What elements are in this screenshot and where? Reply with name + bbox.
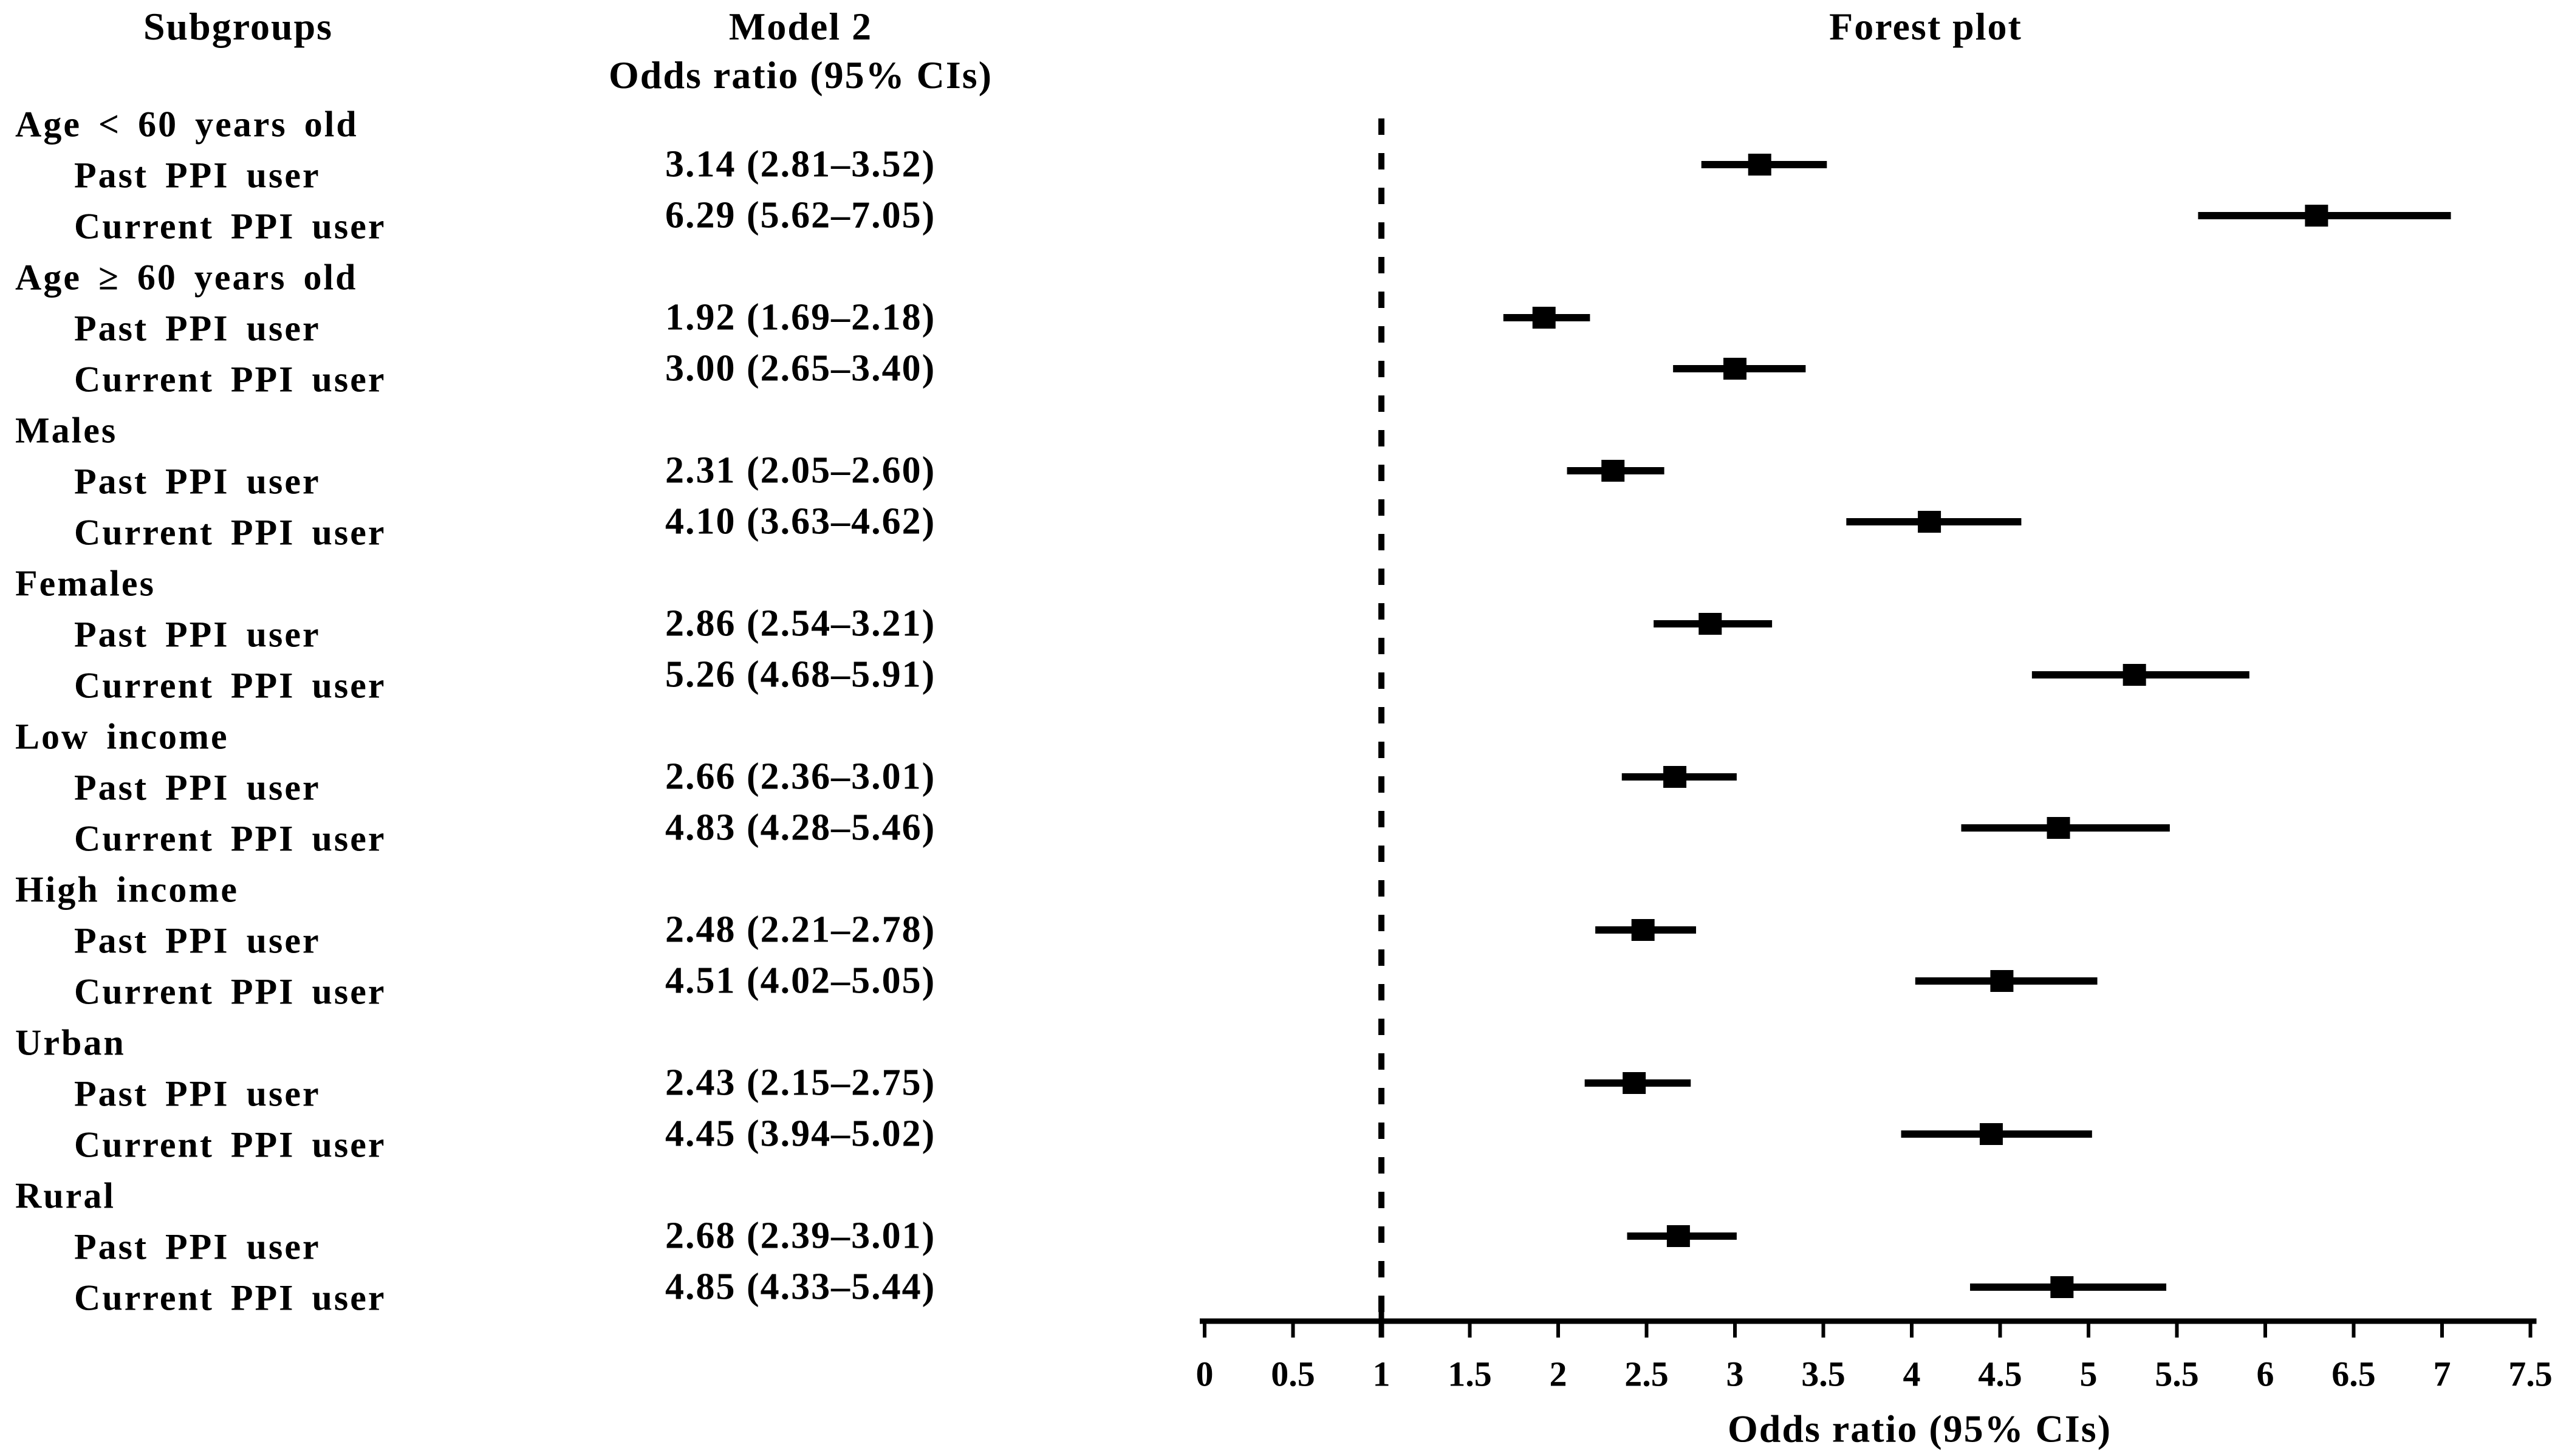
- subgroup-item-label: Past PPI user: [74, 1226, 321, 1267]
- subgroup-header-row: Low income: [15, 716, 229, 757]
- odds-ratio-value: 2.86 (2.54–3.21): [665, 603, 936, 644]
- subgroup-item-label: Past PPI user: [74, 920, 321, 961]
- odds-ratio-value: 1.92 (1.69–2.18): [665, 296, 936, 338]
- subgroup-header-row: Age < 60 years old: [15, 104, 358, 145]
- subgroup-header-row: High income: [15, 869, 239, 910]
- subgroup-header-row: Males: [15, 410, 118, 451]
- or-marker: [2305, 205, 2328, 227]
- subgroup-header-row: Age ≥ 60 years old: [15, 257, 358, 298]
- subgroup-header-row: Females: [15, 563, 156, 604]
- subgroup-item-label: Past PPI user: [74, 1073, 321, 1114]
- x-axis-tick-label: 2.5: [1624, 1355, 1669, 1394]
- subgroup-item-label: Current PPI user: [74, 1124, 386, 1165]
- or-marker: [1601, 460, 1625, 482]
- or-marker: [2050, 1276, 2074, 1298]
- odds-ratio-value: 4.51 (4.02–5.05): [665, 960, 936, 1002]
- x-axis-tick-label: 7: [2434, 1355, 2451, 1394]
- or-marker: [1631, 919, 1655, 941]
- x-axis-tick-label: 4: [1903, 1355, 1921, 1394]
- odds-ratio-value: 2.43 (2.15–2.75): [665, 1062, 936, 1104]
- odds-ratio-value: 2.68 (2.39–3.01): [665, 1215, 936, 1257]
- x-axis-tick-label: 2: [1550, 1355, 1567, 1394]
- subgroup-item-label: Past PPI user: [74, 767, 321, 808]
- or-marker: [1990, 970, 2014, 992]
- odds-ratio-value: 5.26 (4.68–5.91): [665, 654, 936, 696]
- subgroup-item-label: Past PPI user: [74, 155, 321, 196]
- subgroup-item-label: Current PPI user: [74, 1277, 386, 1318]
- subgroup-item-label: Past PPI user: [74, 308, 321, 349]
- x-axis-tick-label: 6.5: [2331, 1355, 2376, 1394]
- or-marker: [1723, 358, 1746, 380]
- odds-ratio-value: 4.10 (3.63–4.62): [665, 501, 936, 542]
- x-axis-tick-label: 0: [1196, 1355, 1214, 1394]
- subgroups-column-header: Subgroups: [143, 5, 334, 48]
- x-axis-tick-label: 0.5: [1271, 1355, 1315, 1394]
- odds-ratio-value: 2.66 (2.36–3.01): [665, 756, 936, 798]
- or-marker: [1698, 613, 1722, 635]
- x-axis-tick-label: 1.5: [1448, 1355, 1492, 1394]
- or-marker: [1979, 1123, 2003, 1145]
- subgroup-header-row: Urban: [15, 1022, 126, 1063]
- odds-ratio-value: 4.85 (4.33–5.44): [665, 1266, 936, 1308]
- subgroup-item-label: Current PPI user: [74, 512, 386, 553]
- or-marker: [1666, 1225, 1690, 1247]
- subgroup-item-label: Current PPI user: [74, 818, 386, 859]
- odds-ratio-value: 2.31 (2.05–2.60): [665, 449, 936, 491]
- subgroup-item-label: Current PPI user: [74, 971, 386, 1012]
- or-marker: [2047, 817, 2070, 839]
- forest-plot-column-header: Forest plot: [1829, 5, 2022, 48]
- subgroup-header-row: Rural: [15, 1175, 115, 1216]
- x-axis-tick-label: 1: [1373, 1355, 1391, 1394]
- x-axis-tick-label: 6: [2257, 1355, 2274, 1394]
- subgroup-item-label: Current PPI user: [74, 206, 386, 247]
- or-marker: [1748, 154, 1771, 176]
- or-marker: [1532, 307, 1556, 329]
- odds-ratio-value: 3.14 (2.81–3.52): [665, 143, 936, 185]
- model2-column-header: Model 2: [728, 5, 873, 48]
- or-marker: [1663, 766, 1687, 788]
- subgroup-item-label: Current PPI user: [74, 359, 386, 400]
- odds-ratio-value: 4.83 (4.28–5.46): [665, 807, 936, 849]
- x-axis-tick-label: 3: [1726, 1355, 1744, 1394]
- odds-ratio-value: 3.00 (2.65–3.40): [665, 347, 936, 389]
- subgroup-item-label: Current PPI user: [74, 665, 386, 706]
- odds-ratio-value: 2.48 (2.21–2.78): [665, 909, 936, 951]
- odds-ratio-value: 4.45 (3.94–5.02): [665, 1113, 936, 1155]
- x-axis-tick-label: 5.5: [2155, 1355, 2199, 1394]
- odds-ratio-column-header: Odds ratio (95% CIs): [608, 53, 993, 97]
- x-axis-tick-label: 4.5: [1978, 1355, 2022, 1394]
- subgroup-item-label: Past PPI user: [74, 614, 321, 655]
- or-marker: [2123, 664, 2146, 686]
- or-marker: [1623, 1072, 1646, 1094]
- x-axis-tick-label: 3.5: [1801, 1355, 1846, 1394]
- odds-ratio-value: 6.29 (5.62–7.05): [665, 194, 936, 236]
- or-marker: [1918, 511, 1941, 533]
- subgroup-item-label: Past PPI user: [74, 461, 321, 502]
- x-axis-tick-label: 7.5: [2508, 1355, 2553, 1394]
- x-axis-title: Odds ratio (95% CIs): [1728, 1407, 2112, 1451]
- x-axis-tick-label: 5: [2080, 1355, 2098, 1394]
